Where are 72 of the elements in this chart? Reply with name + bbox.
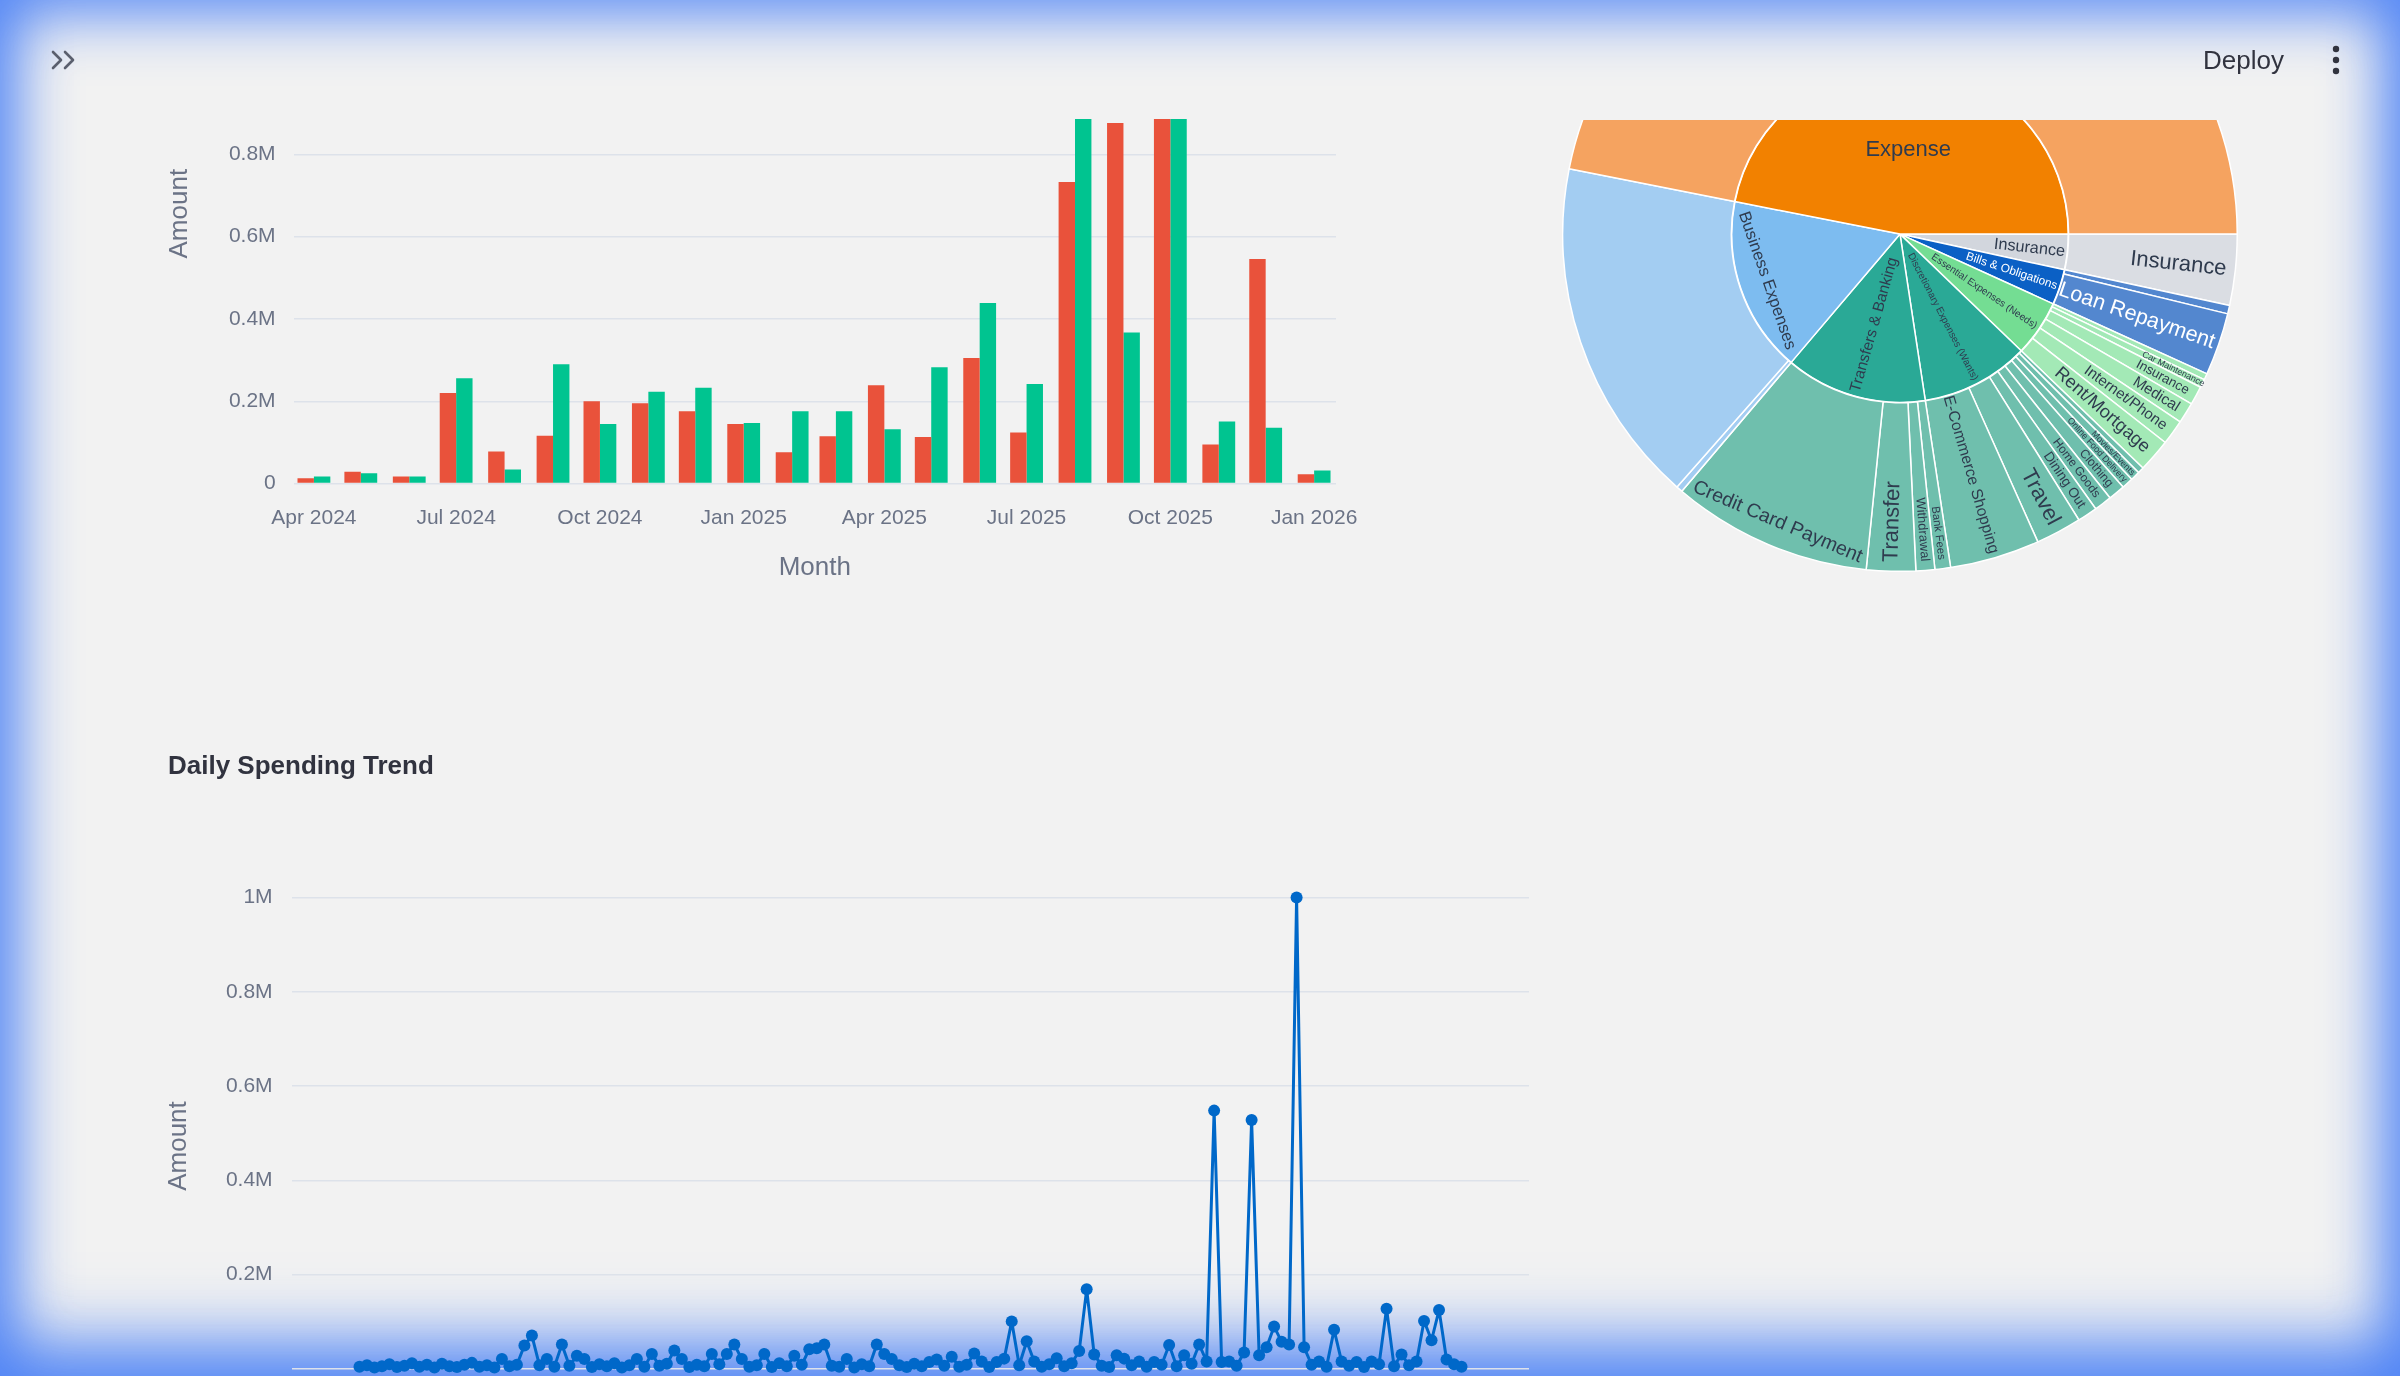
bar (553, 364, 570, 483)
bar (536, 435, 554, 483)
bar (344, 471, 361, 483)
x-tick-label: Apr 2024 (271, 505, 357, 528)
bar (884, 429, 901, 483)
slice-label: Insurance (2129, 244, 2228, 281)
bar (599, 423, 617, 483)
bar (963, 358, 980, 483)
y-axis-title: Amount (162, 168, 193, 259)
bar (695, 387, 712, 483)
bar (439, 393, 457, 483)
bar (648, 391, 665, 483)
bar (1265, 427, 1283, 483)
y-tick-label: 0.6M (228, 223, 276, 247)
y-tick-label: 0.2M (228, 388, 276, 412)
y-tick-label: 0.4M (228, 305, 276, 329)
text: Deploy (2203, 44, 2284, 76)
bar (1153, 119, 1171, 483)
bar (1297, 474, 1315, 483)
x-tick-label: Jul 2024 (416, 505, 497, 528)
y-tick-label: 0.8M (225, 978, 273, 1002)
bar (1218, 421, 1236, 483)
bar (1314, 470, 1331, 483)
bar (743, 423, 761, 483)
bar (1249, 258, 1266, 483)
slice-label: Transfer (1877, 480, 1905, 563)
bar (819, 436, 836, 483)
bar (792, 411, 809, 483)
bar (931, 367, 948, 483)
slice-label: Insurance (1993, 233, 2067, 260)
y-tick-label: 0.6M (225, 1072, 273, 1096)
x-tick-label: Jan 2025 (700, 505, 787, 528)
bar (835, 411, 853, 483)
bar (631, 403, 649, 483)
bar (1170, 119, 1187, 483)
x-tick-label: Jul 2025 (986, 505, 1067, 528)
bar (456, 378, 473, 483)
y-tick-label: 1M (243, 884, 273, 908)
x-axis-title: Month (778, 551, 851, 582)
x-tick-label: Oct 2024 (557, 505, 643, 528)
bar (727, 423, 744, 483)
bar (867, 385, 885, 483)
y-tick-label: 0.8M (228, 141, 276, 165)
bar (1075, 119, 1092, 483)
x-tick-label: Oct 2025 (1127, 505, 1213, 528)
bar (979, 302, 997, 483)
y-tick-label: 0.4M (225, 1167, 273, 1191)
bar (297, 478, 314, 483)
bar (1058, 181, 1076, 483)
bar (1123, 332, 1140, 483)
bar (775, 452, 793, 483)
bar (313, 476, 331, 483)
y-tick-label: 0 (263, 470, 276, 494)
x-tick-label: Apr 2025 (841, 505, 927, 528)
y-axis-title: Amount (162, 1100, 193, 1191)
bar (914, 437, 932, 483)
bar (1107, 123, 1124, 483)
x-tick-label: Jan 2026 (1270, 505, 1358, 528)
slice-label: Expense (1865, 136, 1952, 162)
y-tick-label: 0.2M (225, 1261, 273, 1285)
bar (504, 469, 521, 483)
bar (392, 476, 410, 483)
bar (1202, 444, 1219, 483)
bar (678, 411, 696, 483)
slice-label: Bank Fees (1929, 505, 1949, 561)
bar (1010, 432, 1027, 483)
bar (360, 473, 378, 483)
bar (488, 451, 505, 483)
chart-title: Daily Spending Trend (168, 749, 434, 782)
bar (409, 476, 426, 483)
bar (583, 401, 600, 483)
bar (1026, 384, 1043, 483)
